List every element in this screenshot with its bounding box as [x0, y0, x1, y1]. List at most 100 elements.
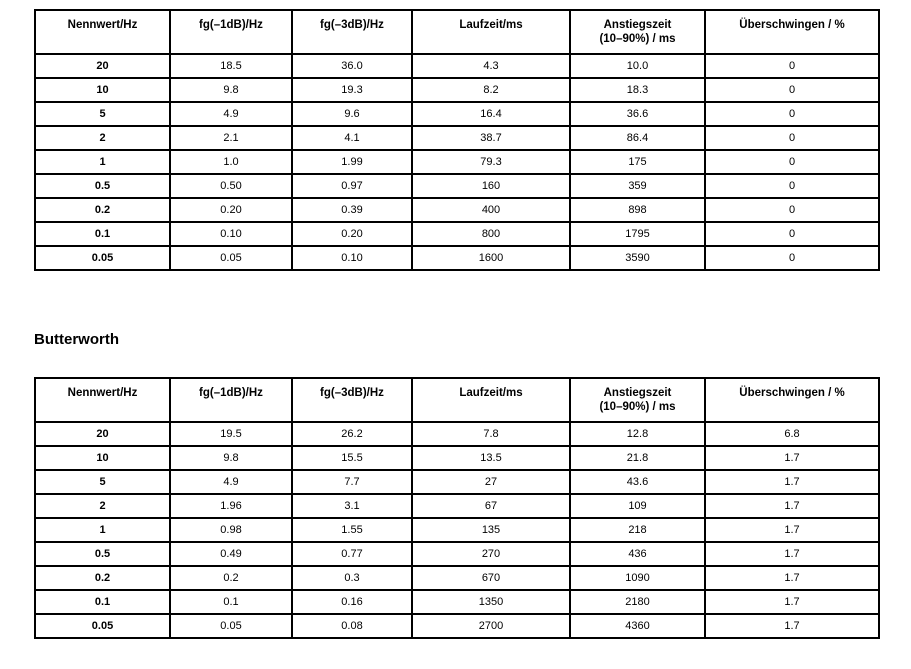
table-cell: 0 [704, 53, 880, 79]
table-cell: 9.8 [169, 445, 293, 471]
table-cell: 36.6 [569, 101, 706, 127]
table-cell: 79.3 [411, 149, 571, 175]
column-header: Anstiegszeit (10–90%) / ms [569, 9, 706, 55]
table-cell: 16.4 [411, 101, 571, 127]
table-cell: 15.5 [291, 445, 413, 471]
table-cell: 2700 [411, 613, 571, 639]
table-cell: 0.08 [291, 613, 413, 639]
table-cell: 0.1 [34, 221, 171, 247]
table-cell: 0.05 [169, 245, 293, 271]
table-cell: 0.3 [291, 565, 413, 591]
table-cell: 800 [411, 221, 571, 247]
table-row: 2 2.1 4.1 38.7 86.4 0 [34, 125, 880, 151]
table-cell: 1 [34, 517, 171, 543]
table-cell: 0 [704, 173, 880, 199]
table-cell: 400 [411, 197, 571, 223]
table-cell: 0.1 [34, 589, 171, 615]
table-cell: 0.2 [34, 565, 171, 591]
table-row: 20 18.5 36.0 4.3 10.0 0 [34, 53, 880, 79]
table-cell: 19.3 [291, 77, 413, 103]
table-cell: 2 [34, 493, 171, 519]
table-cell: 0.50 [169, 173, 293, 199]
table-cell: 0.98 [169, 517, 293, 543]
table-cell: 0.20 [291, 221, 413, 247]
table-cell: 3.1 [291, 493, 413, 519]
table-cell: 4.9 [169, 469, 293, 495]
table-cell: 4360 [569, 613, 706, 639]
table-cell: 12.8 [569, 421, 706, 447]
table-cell: 67 [411, 493, 571, 519]
table-cell: 9.8 [169, 77, 293, 103]
table-cell: 670 [411, 565, 571, 591]
table-cell: 2.1 [169, 125, 293, 151]
table-cell: 0.10 [169, 221, 293, 247]
column-header: fg(–1dB)/Hz [169, 377, 293, 423]
table-cell: 0.1 [169, 589, 293, 615]
table-cell: 10.0 [569, 53, 706, 79]
table-cell: 436 [569, 541, 706, 567]
table-cell: 18.3 [569, 77, 706, 103]
column-header: Überschwingen / % [704, 377, 880, 423]
table-cell: 0 [704, 149, 880, 175]
table-cell: 7.8 [411, 421, 571, 447]
table-cell: 27 [411, 469, 571, 495]
table-row: 0.5 0.49 0.77 270 436 1.7 [34, 541, 880, 567]
table-cell: 0 [704, 125, 880, 151]
table-cell: 3590 [569, 245, 706, 271]
table-cell: 8.2 [411, 77, 571, 103]
table-cell: 1350 [411, 589, 571, 615]
table-cell: 1 [34, 149, 171, 175]
table-cell: 1795 [569, 221, 706, 247]
table-row: 1 1.0 1.99 79.3 175 0 [34, 149, 880, 175]
table-cell: 1090 [569, 565, 706, 591]
table-body: 20 18.5 36.0 4.3 10.0 0 10 9.8 19.3 8.2 18.3 0 5 4.9 9… [34, 53, 880, 271]
column-header: fg(–1dB)/Hz [169, 9, 293, 55]
table-cell: 20 [34, 53, 171, 79]
table-cell: 0.20 [169, 197, 293, 223]
table-cell: 13.5 [411, 445, 571, 471]
table-row: 1 0.98 1.55 135 218 1.7 [34, 517, 880, 543]
table-cell: 0 [704, 245, 880, 271]
column-header: fg(–3dB)/Hz [291, 377, 413, 423]
table-row: 0.05 0.05 0.10 1600 3590 0 [34, 245, 880, 271]
table-cell: 2 [34, 125, 171, 151]
table-cell: 1.7 [704, 493, 880, 519]
table-cell: 218 [569, 517, 706, 543]
column-header: Laufzeit/ms [411, 377, 571, 423]
table-cell: 1.0 [169, 149, 293, 175]
table-row: 0.1 0.10 0.20 800 1795 0 [34, 221, 880, 247]
table-cell: 1.7 [704, 517, 880, 543]
column-header: Anstiegszeit (10–90%) / ms [569, 377, 706, 423]
table-body: 20 19.5 26.2 7.8 12.8 6.8 10 9.8 15.5 13.5 21.8 1.7… [34, 421, 880, 639]
table-cell: 4.1 [291, 125, 413, 151]
table-cell: 0.49 [169, 541, 293, 567]
table-cell: 0.2 [34, 197, 171, 223]
table-row: 0.1 0.1 0.16 1350 2180 1.7 [34, 589, 880, 615]
table-cell: 5 [34, 469, 171, 495]
table-cell: 43.6 [569, 469, 706, 495]
table-header: Nennwert/Hz fg(–1dB)/Hz fg(–3dB)/Hz Laufzei… [34, 377, 880, 423]
table-cell: 0.77 [291, 541, 413, 567]
table-cell: 1.7 [704, 589, 880, 615]
table-cell: 0 [704, 221, 880, 247]
table-cell: 0.2 [169, 565, 293, 591]
filter-characteristics-table-butterworth: Nennwert/Hz fg(–1dB)/Hz fg(–3dB)/Hz Laufzei… [34, 377, 880, 639]
table-cell: 1.96 [169, 493, 293, 519]
column-header: Überschwingen / % [704, 9, 880, 55]
table-row: 2 1.96 3.1 67 109 1.7 [34, 493, 880, 519]
table-cell: 1.7 [704, 469, 880, 495]
table-cell: 0.97 [291, 173, 413, 199]
table-row: 0.2 0.2 0.3 670 1090 1.7 [34, 565, 880, 591]
table-header-row: Nennwert/Hz fg(–1dB)/Hz fg(–3dB)/Hz Laufzei… [34, 377, 880, 423]
table-cell: 175 [569, 149, 706, 175]
table-row: 20 19.5 26.2 7.8 12.8 6.8 [34, 421, 880, 447]
table-row: 0.2 0.20 0.39 400 898 0 [34, 197, 880, 223]
filter-characteristics-table-top: Nennwert/Hz fg(–1dB)/Hz fg(–3dB)/Hz Laufzei… [34, 9, 880, 271]
table-row: 0.5 0.50 0.97 160 359 0 [34, 173, 880, 199]
column-header: Nennwert/Hz [34, 9, 171, 55]
table-cell: 10 [34, 445, 171, 471]
table-cell: 1600 [411, 245, 571, 271]
table-cell: 6.8 [704, 421, 880, 447]
table-cell: 1.7 [704, 445, 880, 471]
section-title-butterworth: Butterworth [34, 331, 119, 348]
